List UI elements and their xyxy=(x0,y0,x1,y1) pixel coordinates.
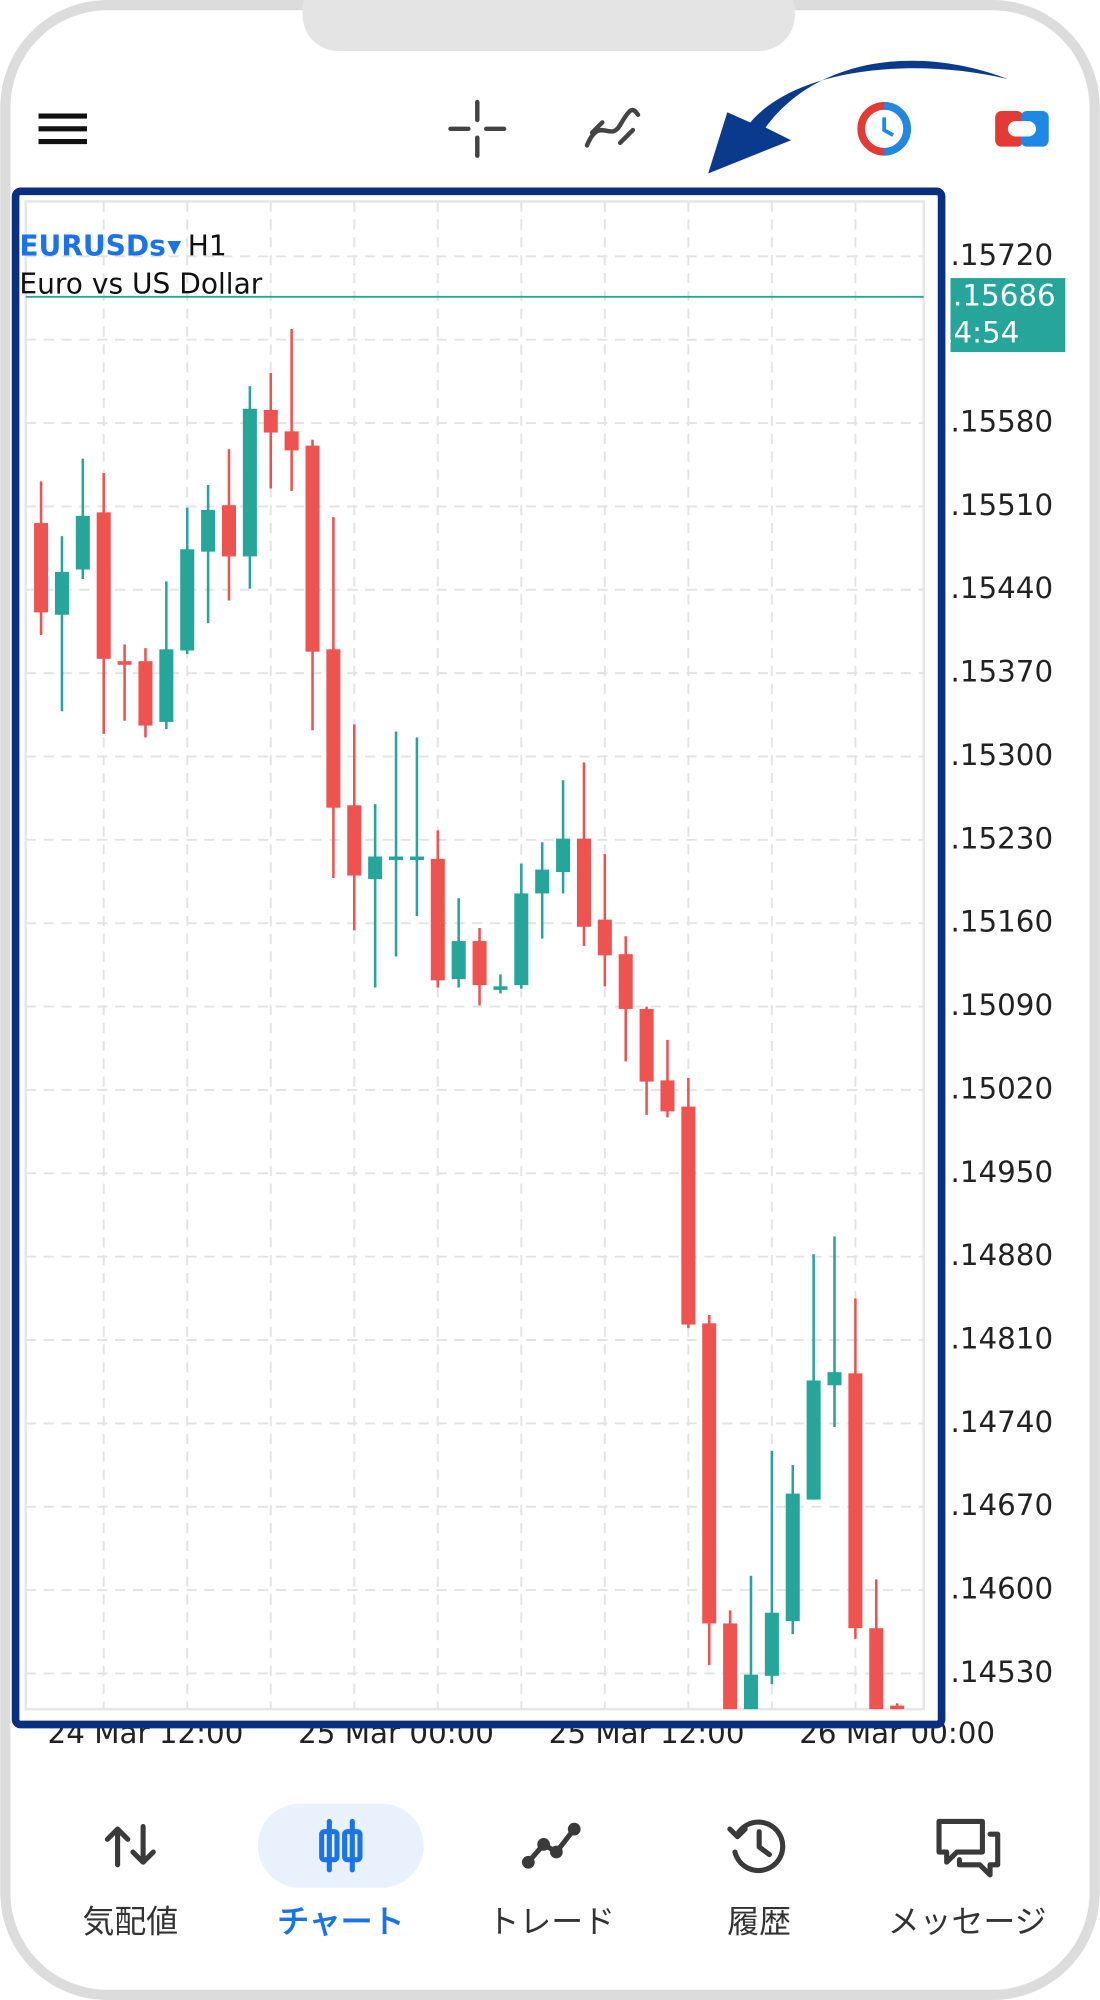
messages-icon[interactable] xyxy=(936,1818,1001,1878)
candle-body xyxy=(681,1106,696,1325)
y-tick-label: .15580 xyxy=(951,405,1054,439)
y-tick-label: .14810 xyxy=(951,1322,1054,1356)
highlight-frame xyxy=(11,187,946,1729)
candle-body xyxy=(54,571,69,615)
price-axis: .15720.15650.15580.15510.15440.15370.153… xyxy=(25,238,1066,1689)
candle-body xyxy=(890,1705,905,1710)
candle-body xyxy=(368,856,383,880)
candle-body xyxy=(284,431,299,451)
y-tick-label: .15440 xyxy=(951,571,1054,605)
y-tick-label: .14670 xyxy=(951,1488,1054,1522)
y-tick-label: .15090 xyxy=(951,988,1054,1022)
symbol-dropdown[interactable]: ▼ xyxy=(167,236,181,257)
timeframe[interactable]: H1 xyxy=(188,229,227,262)
candle-body xyxy=(827,1372,842,1386)
candle-body xyxy=(472,941,487,986)
candle-body xyxy=(138,661,153,726)
candle-body xyxy=(576,838,591,927)
active-tab-bg xyxy=(257,1803,424,1888)
y-tick-label: .15370 xyxy=(951,655,1054,689)
candle-body xyxy=(702,1323,717,1624)
y-tick-label: .15020 xyxy=(951,1071,1054,1105)
bar-countdown: 14:54 xyxy=(935,316,1020,350)
candle-body xyxy=(305,445,320,652)
candle-body xyxy=(869,1628,884,1710)
candle-body xyxy=(180,549,195,651)
candle-body xyxy=(389,856,404,861)
candle-body xyxy=(242,408,257,557)
candle-body xyxy=(75,515,90,570)
current-price-box xyxy=(950,278,1066,353)
candle-body xyxy=(618,954,633,1009)
chart: .15720.15650.15580.15510.15440.15370.153… xyxy=(19,200,1066,1750)
bottom-nav: 気配値 チャート トレード 履歴 メッセージ xyxy=(83,1803,1047,1940)
candle-body xyxy=(347,805,362,876)
history-clock-button[interactable] xyxy=(857,102,911,156)
candle-body xyxy=(556,838,571,872)
candle-body xyxy=(660,1080,675,1112)
candle-body xyxy=(430,858,445,981)
y-tick-label: .14880 xyxy=(951,1238,1054,1272)
candles xyxy=(34,328,905,1710)
current-price-label: .15686 xyxy=(953,279,1056,313)
candle-body xyxy=(34,523,49,613)
history-icon[interactable] xyxy=(727,1819,786,1874)
symbol[interactable]: EURUSDs xyxy=(19,229,165,262)
candle-body xyxy=(221,505,237,557)
candle-body xyxy=(451,941,466,980)
y-tick-label: .15510 xyxy=(951,488,1054,522)
nav-label[interactable]: トレード xyxy=(488,1902,616,1940)
candle-body xyxy=(409,856,424,861)
candle-body xyxy=(764,1612,779,1676)
nav-label[interactable]: 履歴 xyxy=(727,1902,791,1940)
nav-label[interactable]: メッセージ xyxy=(888,1902,1047,1940)
candle-body xyxy=(493,986,508,990)
y-tick-label: .14530 xyxy=(951,1655,1054,1689)
callout-arrow xyxy=(708,60,1008,174)
candle-body xyxy=(743,1674,759,1710)
indicators-button[interactable] xyxy=(584,107,641,148)
candle-body xyxy=(201,509,216,552)
nav-label[interactable]: 気配値 xyxy=(83,1902,179,1940)
y-tick-label: .14740 xyxy=(951,1405,1054,1439)
candle-body xyxy=(514,893,529,986)
candle-body xyxy=(535,869,550,894)
candle-body xyxy=(723,1623,738,1710)
trade-icon[interactable] xyxy=(521,1822,581,1869)
symbol-description: Euro vs US Dollar xyxy=(19,268,262,301)
menu-button[interactable] xyxy=(38,113,87,145)
crosshair-button[interactable] xyxy=(448,99,507,158)
trade-toggle-button[interactable] xyxy=(995,110,1049,147)
y-tick-label: .15230 xyxy=(951,821,1054,855)
candle-body xyxy=(785,1493,800,1622)
y-tick-label: .14950 xyxy=(951,1155,1054,1189)
notch xyxy=(302,0,795,52)
quotes-icon[interactable] xyxy=(104,1823,156,1868)
y-tick-label: .14600 xyxy=(951,1572,1054,1606)
candle-body xyxy=(806,1380,821,1500)
candle-body xyxy=(639,1008,654,1082)
candle-body xyxy=(326,649,341,808)
candle-body xyxy=(848,1373,863,1629)
candle-body xyxy=(117,661,132,665)
chart-icon[interactable] xyxy=(319,1818,363,1873)
y-tick-label: .15300 xyxy=(951,738,1054,772)
y-tick-label: .15160 xyxy=(951,905,1054,939)
nav-label[interactable]: チャート xyxy=(277,1902,404,1940)
y-tick-label: .15720 xyxy=(951,238,1054,272)
candle-body xyxy=(159,649,174,722)
candle-body xyxy=(96,512,111,659)
candle-body xyxy=(597,919,612,956)
candle-body xyxy=(263,409,278,433)
